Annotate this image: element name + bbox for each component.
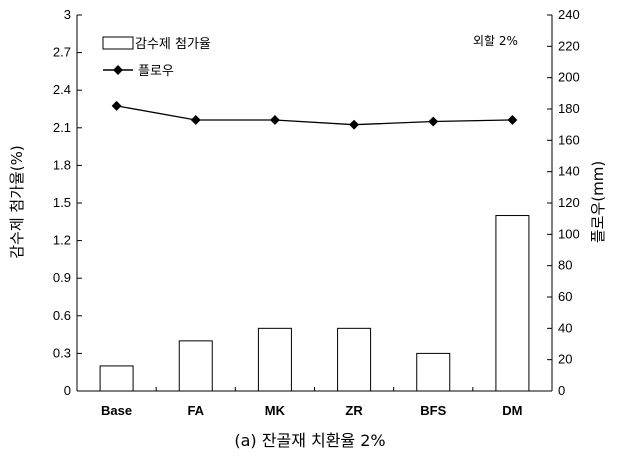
y-left-tick-label: 0.3: [53, 345, 71, 360]
y-right-tick-label: 20: [558, 352, 572, 367]
flow-point: [190, 115, 201, 125]
chart-axes: [76, 14, 553, 392]
y-right-axis-title: 플로우(mm): [589, 161, 607, 243]
y-left-tick-label: 1.8: [53, 157, 71, 172]
bar: [99, 365, 134, 392]
flow-point: [111, 100, 122, 111]
bar: [416, 352, 451, 392]
bar: [257, 327, 292, 392]
y-right-tick-label: 40: [558, 320, 572, 335]
flow-point: [349, 119, 360, 130]
chart-caption: (a) 잔골재 치환율 2%: [234, 431, 385, 450]
tick-labels: 0 0.3 0.6 0.9 1.2 1.5 1.8 2.1 2.4 2.7 3 0 20 40 60 80 10…: [53, 7, 580, 418]
line-series: [111, 100, 518, 130]
y-right-tick-label: 160: [558, 132, 580, 147]
y-left-tick-label: 0: [64, 383, 71, 398]
y-left-axis-title: 감수제 첨가율(%): [8, 145, 26, 259]
x-tick-label: MK: [265, 403, 286, 418]
legend: 감수제 첨가율 플로우: [102, 36, 211, 79]
y-right-tick-label: 100: [558, 226, 580, 241]
bar: [178, 340, 213, 392]
y-right-tick-label: 240: [558, 7, 580, 22]
y-right-tick-label: 140: [558, 164, 580, 179]
bar-series: [99, 215, 530, 392]
y-left-tick-label: 3: [64, 7, 71, 22]
y-left-tick-label: 1.2: [53, 233, 71, 248]
y-left-tick-label: 2.7: [53, 45, 71, 60]
annotation: 외할 2%: [473, 34, 518, 48]
y-right-tick-label: 120: [558, 195, 580, 210]
legend-bar-swatch: [102, 36, 134, 50]
x-tick-label: ZR: [345, 403, 363, 418]
bar: [337, 327, 372, 392]
flow-point: [507, 115, 518, 125]
flow-point: [269, 115, 280, 125]
bar: [495, 215, 530, 392]
y-right-tick-label: 80: [558, 258, 572, 273]
y-left-tick-label: 1.5: [53, 195, 71, 210]
x-tick-label: BFS: [420, 403, 446, 418]
y-left-tick-label: 0.9: [53, 270, 71, 285]
x-tick-label: FA: [187, 403, 204, 418]
legend-line-marker: [113, 65, 123, 75]
y-right-tick-label: 200: [558, 70, 580, 85]
legend-line-label: 플로우: [138, 64, 174, 79]
legend-bar-label: 감수제 첨가율: [135, 37, 211, 52]
x-tick-label: DM: [502, 403, 522, 418]
y-left-tick-label: 0.6: [53, 308, 71, 323]
y-left-tick-label: 2.1: [53, 120, 71, 135]
flow-line: [116, 105, 513, 126]
y-left-tick-label: 2.4: [53, 82, 71, 97]
flow-point: [428, 116, 439, 127]
y-right-tick-label: 180: [558, 101, 580, 116]
y-right-tick-label: 60: [558, 289, 572, 304]
y-right-tick-label: 0: [558, 383, 565, 398]
y-right-tick-label: 220: [558, 38, 580, 53]
x-tick-label: Base: [101, 403, 132, 418]
